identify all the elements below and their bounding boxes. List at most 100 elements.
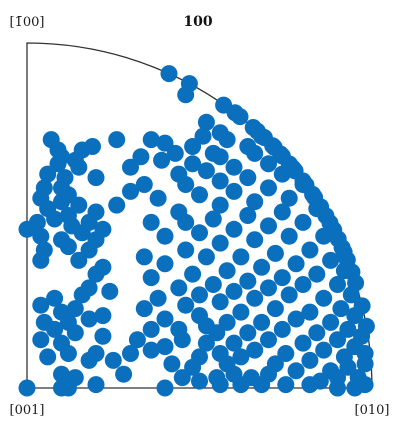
data-point bbox=[211, 172, 229, 190]
data-point bbox=[218, 313, 236, 331]
data-point bbox=[248, 122, 266, 140]
data-point bbox=[225, 220, 243, 238]
data-point bbox=[218, 262, 236, 280]
data-point bbox=[294, 213, 312, 231]
data-point bbox=[122, 182, 139, 200]
data-point bbox=[246, 193, 264, 211]
data-point bbox=[28, 213, 46, 231]
data-point bbox=[311, 372, 329, 390]
data-point bbox=[94, 258, 112, 276]
data-point bbox=[191, 286, 208, 304]
label-top: [1̄00] bbox=[10, 15, 45, 30]
data-point bbox=[180, 75, 198, 93]
data-point bbox=[149, 189, 167, 207]
data-point bbox=[32, 331, 50, 349]
data-point bbox=[35, 241, 53, 259]
label-bottom-left: [001] bbox=[10, 403, 45, 418]
data-point bbox=[156, 255, 174, 273]
data-point bbox=[308, 324, 326, 342]
data-point bbox=[87, 203, 105, 221]
data-point bbox=[204, 276, 222, 293]
data-point bbox=[156, 310, 174, 328]
data-point bbox=[184, 138, 202, 155]
data-point bbox=[197, 113, 215, 131]
data-point bbox=[325, 221, 343, 239]
data-point bbox=[301, 303, 319, 321]
data-point bbox=[266, 244, 284, 262]
data-point bbox=[232, 303, 250, 321]
data-point bbox=[94, 327, 112, 345]
data-point bbox=[39, 348, 57, 366]
data-point bbox=[32, 296, 50, 314]
data-point bbox=[280, 227, 298, 245]
data-point bbox=[349, 369, 367, 387]
data-point bbox=[239, 138, 257, 155]
data-point bbox=[239, 272, 257, 290]
data-point bbox=[197, 162, 215, 180]
data-point bbox=[225, 182, 243, 200]
data-point bbox=[80, 310, 98, 328]
data-point bbox=[142, 131, 160, 149]
data-point bbox=[197, 248, 215, 266]
data-point bbox=[80, 279, 98, 297]
data-point bbox=[266, 355, 284, 373]
data-point bbox=[108, 196, 126, 214]
data-point bbox=[353, 297, 371, 315]
data-point bbox=[260, 331, 277, 349]
data-point bbox=[239, 169, 257, 187]
data-point bbox=[225, 282, 243, 300]
data-point bbox=[211, 293, 229, 311]
data-point bbox=[246, 231, 264, 249]
data-point bbox=[49, 141, 67, 159]
data-point bbox=[277, 345, 295, 362]
data-point bbox=[211, 234, 229, 252]
data-point bbox=[225, 334, 243, 352]
data-point bbox=[191, 372, 208, 390]
data-point bbox=[335, 243, 353, 261]
data-point bbox=[70, 196, 88, 214]
data-point bbox=[135, 176, 153, 193]
data-point bbox=[184, 265, 202, 283]
data-point bbox=[46, 289, 64, 307]
data-point bbox=[53, 334, 70, 352]
data-point bbox=[273, 203, 291, 221]
data-point bbox=[301, 351, 319, 369]
data-point bbox=[191, 307, 208, 325]
data-point bbox=[156, 338, 174, 356]
data-point bbox=[204, 210, 222, 228]
data-point bbox=[232, 348, 250, 366]
data-point bbox=[225, 158, 243, 176]
data-point bbox=[56, 169, 74, 187]
data-point bbox=[177, 296, 195, 314]
data-point bbox=[357, 317, 375, 335]
data-point bbox=[94, 220, 112, 238]
data-point bbox=[170, 203, 188, 221]
data-point bbox=[53, 231, 70, 249]
data-point bbox=[66, 369, 84, 387]
data-point bbox=[115, 365, 133, 383]
data-point bbox=[53, 303, 70, 321]
data-point bbox=[32, 227, 50, 245]
data-point bbox=[160, 65, 178, 83]
data-point bbox=[253, 258, 271, 276]
data-point bbox=[297, 176, 315, 194]
data-point bbox=[156, 379, 174, 397]
data-point bbox=[170, 165, 188, 183]
data-point bbox=[39, 165, 57, 183]
data-point bbox=[149, 289, 167, 307]
data-point bbox=[156, 134, 174, 152]
data-point bbox=[142, 269, 160, 287]
data-point bbox=[287, 362, 305, 380]
data-point bbox=[184, 155, 202, 173]
data-point bbox=[242, 369, 260, 387]
data-point bbox=[239, 324, 257, 342]
data-point bbox=[322, 251, 340, 269]
data-point bbox=[66, 300, 84, 318]
data-point bbox=[260, 279, 277, 297]
data-point bbox=[329, 276, 346, 293]
data-point bbox=[191, 186, 208, 204]
data-point bbox=[204, 144, 222, 162]
data-point bbox=[156, 227, 174, 245]
data-point bbox=[142, 320, 160, 338]
